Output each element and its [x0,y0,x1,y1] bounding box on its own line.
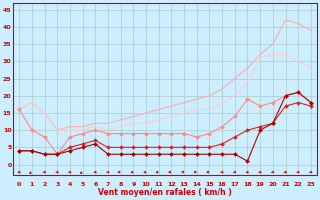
X-axis label: Vent moyen/en rafales ( km/h ): Vent moyen/en rafales ( km/h ) [98,188,232,197]
